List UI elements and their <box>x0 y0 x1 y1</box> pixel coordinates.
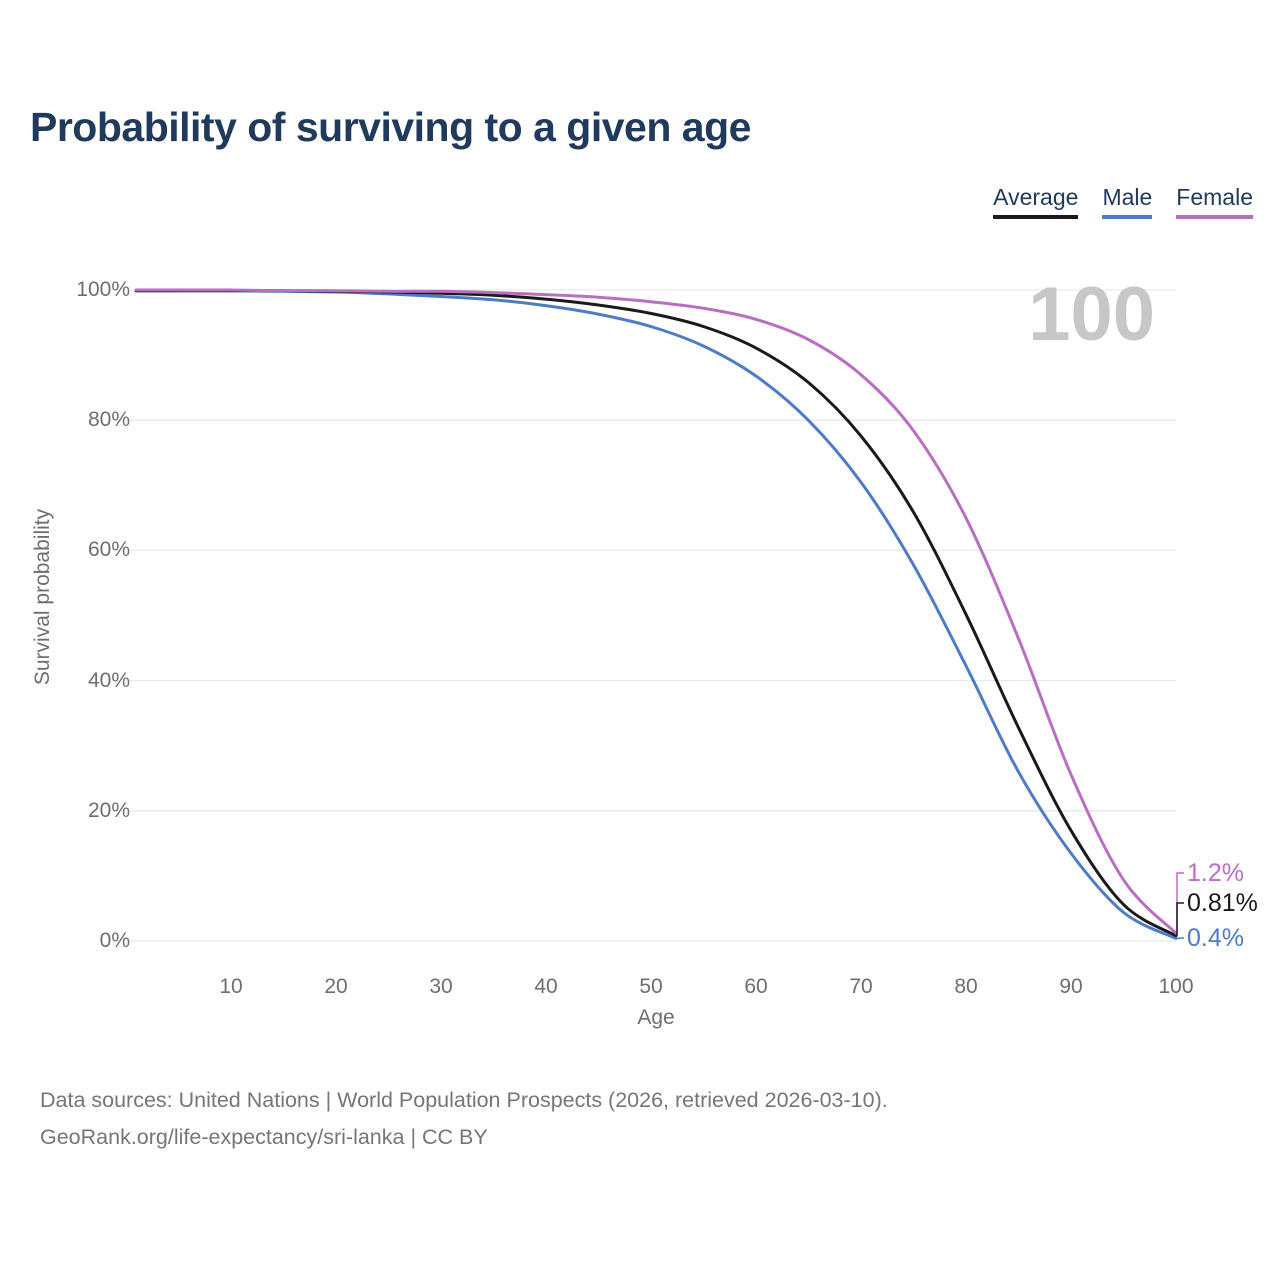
footer-sources-line: Data sources: United Nations | World Pop… <box>40 1088 888 1112</box>
legend-item-label: Male <box>1102 184 1153 210</box>
series-line-female <box>134 288 1178 935</box>
series-line-average <box>134 289 1178 938</box>
x-tick-label: 40 <box>534 975 558 998</box>
chart-title: Probability of surviving to a given age <box>30 104 751 150</box>
legend-item-average[interactable]: Average <box>993 184 1079 220</box>
footer: Data sources: United Nations | World Pop… <box>40 1082 888 1156</box>
y-tick-label: 60% <box>87 538 130 562</box>
y-tick-label: 40% <box>87 668 130 692</box>
legend: Average Male Female <box>993 184 1253 220</box>
y-tick-label: 20% <box>87 798 130 822</box>
y-tick-label: 80% <box>87 408 130 432</box>
x-tick-label: 10 <box>219 975 243 998</box>
series-end-label-female: 1.2% <box>1187 859 1244 887</box>
x-tick-label: 20 <box>324 975 348 998</box>
x-tick-label: 30 <box>429 975 453 998</box>
y-axis-title: Survival probability <box>31 508 54 686</box>
x-tick-label: 100 <box>1158 975 1194 998</box>
series-end-label-average: 0.81% <box>1187 889 1258 917</box>
footer-attribution-line: GeoRank.org/life-expectancy/sri-lanka | … <box>40 1125 488 1149</box>
x-tick-label: 60 <box>744 975 768 998</box>
hovered-age-readout: 100 <box>1028 272 1155 357</box>
end-label-leader-average <box>1176 902 1184 936</box>
x-tick-label: 90 <box>1059 975 1083 998</box>
series-end-label-male: 0.4% <box>1187 924 1244 952</box>
x-tick-label: 80 <box>954 975 978 998</box>
x-axis-title: Age <box>637 1006 675 1029</box>
legend-item-female[interactable]: Female <box>1176 184 1253 220</box>
x-tick-label: 70 <box>849 975 873 998</box>
x-tick-label: 50 <box>639 975 663 998</box>
legend-item-male[interactable]: Male <box>1102 184 1153 220</box>
y-tick-label: 100% <box>76 278 130 301</box>
y-tick-label: 0% <box>99 929 130 952</box>
legend-item-label: Female <box>1176 184 1253 210</box>
legend-item-label: Average <box>993 184 1079 210</box>
series-line-male <box>134 289 1178 940</box>
